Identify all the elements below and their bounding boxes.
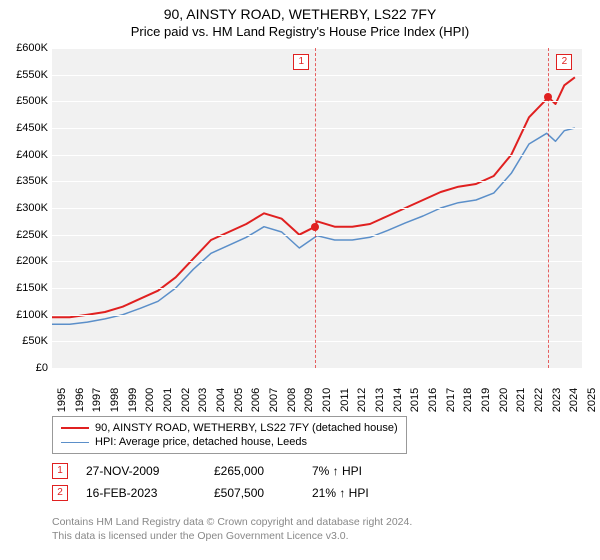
x-tick-label: 2001 <box>162 388 174 412</box>
sales-row-date: 27-NOV-2009 <box>86 464 196 478</box>
sale-marker-number: 1 <box>293 54 309 70</box>
x-tick-label: 2016 <box>427 388 439 412</box>
y-tick-label: £300K <box>0 202 48 214</box>
sale-marker-number: 2 <box>556 54 572 70</box>
x-tick-label: 2017 <box>445 388 457 412</box>
sales-row-price: £265,000 <box>214 464 294 478</box>
gridline-h <box>52 101 582 102</box>
x-tick-label: 2003 <box>197 388 209 412</box>
legend-label: HPI: Average price, detached house, Leed… <box>95 436 307 448</box>
y-tick-label: £600K <box>0 42 48 54</box>
x-tick-label: 2019 <box>480 388 492 412</box>
x-tick-label: 1996 <box>74 388 86 412</box>
sale-marker-dot <box>544 93 552 101</box>
x-tick-label: 2009 <box>303 388 315 412</box>
gridline-h <box>52 155 582 156</box>
sales-table: 1 27-NOV-2009 £265,000 7% ↑ HPI 2 16-FEB-2023… <box>52 460 422 504</box>
footnote-line2: This data is licensed under the Open Gov… <box>52 530 412 544</box>
x-tick-label: 2018 <box>462 388 474 412</box>
legend-row: 90, AINSTY ROAD, WETHERBY, LS22 7FY (det… <box>61 421 398 435</box>
sales-row-delta: 21% ↑ HPI <box>312 486 422 500</box>
footnote-line1: Contains HM Land Registry data © Crown c… <box>52 516 412 530</box>
chart-container: 90, AINSTY ROAD, WETHERBY, LS22 7FY Pric… <box>0 0 600 560</box>
footnote: Contains HM Land Registry data © Crown c… <box>52 516 412 543</box>
plot-area: 12 <box>52 48 582 368</box>
y-tick-label: £150K <box>0 282 48 294</box>
y-tick-label: £100K <box>0 309 48 321</box>
x-tick-label: 2023 <box>551 388 563 412</box>
y-tick-label: £550K <box>0 69 48 81</box>
x-tick-label: 2004 <box>215 388 227 412</box>
y-tick-label: £250K <box>0 229 48 241</box>
x-tick-label: 2007 <box>268 388 280 412</box>
sales-row: 2 16-FEB-2023 £507,500 21% ↑ HPI <box>52 482 422 504</box>
legend-row: HPI: Average price, detached house, Leed… <box>61 435 398 449</box>
sales-row-number: 1 <box>52 463 68 479</box>
gridline-h <box>52 75 582 76</box>
y-tick-label: £350K <box>0 175 48 187</box>
chart-title: 90, AINSTY ROAD, WETHERBY, LS22 7FY <box>0 0 600 22</box>
gridline-h <box>52 48 582 49</box>
x-tick-label: 1998 <box>109 388 121 412</box>
x-tick-label: 2022 <box>533 388 545 412</box>
y-tick-label: £450K <box>0 122 48 134</box>
x-tick-label: 2020 <box>498 388 510 412</box>
sales-row-number: 2 <box>52 485 68 501</box>
sales-row-date: 16-FEB-2023 <box>86 486 196 500</box>
x-tick-label: 2008 <box>286 388 298 412</box>
gridline-h <box>52 261 582 262</box>
gridline-h <box>52 341 582 342</box>
x-tick-label: 2011 <box>339 388 351 412</box>
gridline-h <box>52 315 582 316</box>
x-tick-label: 2000 <box>144 388 156 412</box>
legend-label: 90, AINSTY ROAD, WETHERBY, LS22 7FY (det… <box>95 422 398 434</box>
x-tick-label: 1999 <box>127 388 139 412</box>
y-tick-label: £200K <box>0 255 48 267</box>
sales-row: 1 27-NOV-2009 £265,000 7% ↑ HPI <box>52 460 422 482</box>
series-line <box>52 77 575 317</box>
sale-marker-dot <box>311 223 319 231</box>
x-tick-label: 2005 <box>233 388 245 412</box>
y-tick-label: £400K <box>0 149 48 161</box>
sales-row-price: £507,500 <box>214 486 294 500</box>
legend-box: 90, AINSTY ROAD, WETHERBY, LS22 7FY (det… <box>52 416 407 454</box>
gridline-h <box>52 368 582 369</box>
x-tick-label: 2021 <box>515 388 527 412</box>
y-tick-label: £0 <box>0 362 48 374</box>
gridline-h <box>52 181 582 182</box>
x-tick-label: 2002 <box>180 388 192 412</box>
sale-marker-vline <box>315 48 316 368</box>
y-tick-label: £500K <box>0 95 48 107</box>
x-tick-label: 2013 <box>374 388 386 412</box>
sales-row-delta: 7% ↑ HPI <box>312 464 422 478</box>
x-tick-label: 2010 <box>321 388 333 412</box>
x-tick-label: 2025 <box>586 388 598 412</box>
x-tick-label: 2014 <box>392 388 404 412</box>
x-tick-label: 2024 <box>568 388 580 412</box>
x-tick-label: 2006 <box>250 388 262 412</box>
gridline-h <box>52 128 582 129</box>
legend-swatch <box>61 427 89 429</box>
gridline-h <box>52 208 582 209</box>
gridline-h <box>52 235 582 236</box>
x-tick-label: 1997 <box>91 388 103 412</box>
x-tick-label: 2012 <box>356 388 368 412</box>
x-tick-label: 1995 <box>56 388 68 412</box>
y-tick-label: £50K <box>0 335 48 347</box>
chart-subtitle: Price paid vs. HM Land Registry's House … <box>0 22 600 43</box>
gridline-h <box>52 288 582 289</box>
legend-swatch <box>61 442 89 443</box>
x-tick-label: 2015 <box>409 388 421 412</box>
